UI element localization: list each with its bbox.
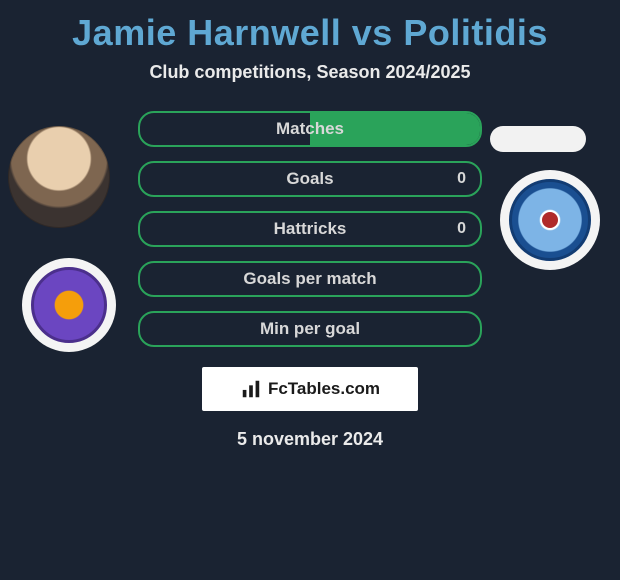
infographic-date: 5 november 2024 <box>237 429 383 450</box>
stat-label: Matches <box>276 119 344 139</box>
stat-rows: Matches 1 Goals 0 Hattricks 0 Goals per … <box>138 111 482 347</box>
stat-right-value: 0 <box>457 170 466 188</box>
page-title: Jamie Harnwell vs Politidis <box>72 12 548 54</box>
melbourne-city-icon <box>509 179 591 261</box>
stat-row-matches: Matches 1 <box>138 111 482 147</box>
stat-row-goals-per-match: Goals per match <box>138 261 482 297</box>
club-left-logo <box>22 258 116 352</box>
stat-right-value: 0 <box>457 220 466 238</box>
player-left-avatar <box>8 126 110 228</box>
comparison-infographic: Jamie Harnwell vs Politidis Club competi… <box>0 0 620 580</box>
subtitle: Club competitions, Season 2024/2025 <box>149 62 470 83</box>
stat-row-hattricks: Hattricks 0 <box>138 211 482 247</box>
brand-text: FcTables.com <box>268 379 380 399</box>
club-right-logo <box>500 170 600 270</box>
stat-label: Min per goal <box>260 319 360 339</box>
stat-label: Goals <box>286 169 333 189</box>
perth-glory-icon <box>31 267 107 343</box>
stat-row-goals: Goals 0 <box>138 161 482 197</box>
stat-label: Hattricks <box>274 219 347 239</box>
stat-row-min-per-goal: Min per goal <box>138 311 482 347</box>
bar-chart-icon <box>240 378 262 400</box>
brand-attribution: FcTables.com <box>202 367 418 411</box>
player-right-avatar-placeholder <box>490 126 586 152</box>
stat-label: Goals per match <box>243 269 376 289</box>
